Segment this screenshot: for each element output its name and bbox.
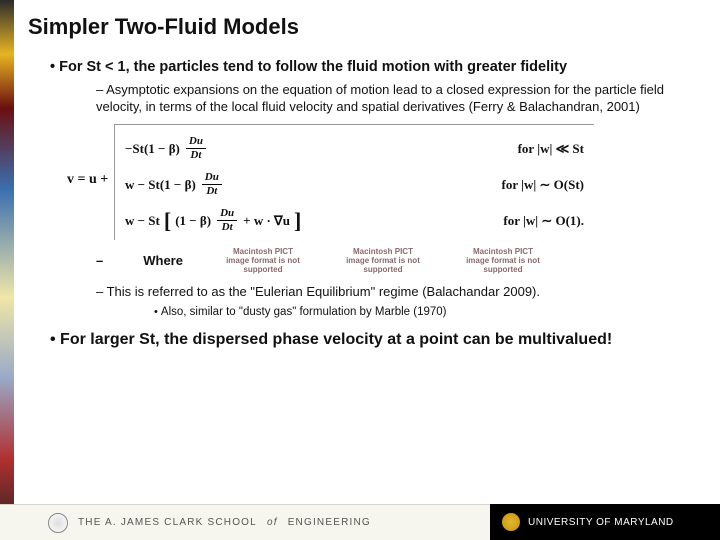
slide-footer: THE A. JAMES CLARK SCHOOL of ENGINEERING… — [0, 504, 720, 540]
where-row: – Where Macintosh PICT image format is n… — [96, 248, 704, 274]
eq3-lbracket: [ — [164, 207, 171, 235]
clark-text-pre: THE A. JAMES CLARK SCHOOL — [78, 517, 257, 528]
slide-title: Simpler Two-Fluid Models — [28, 14, 704, 40]
eq3-frac-den: Dt — [219, 221, 236, 235]
eq3-tail: + w · ∇u — [243, 213, 290, 229]
eq3-frac: Du Dt — [217, 207, 237, 236]
pict-placeholder-1: Macintosh PICT image format is not suppo… — [223, 248, 303, 274]
eq3-lhs-a: w − St — [125, 213, 160, 229]
eq1-frac: Du Dt — [186, 135, 206, 164]
bullet-list-level1: For St < 1, the particles tend to follow… — [28, 58, 704, 350]
equation-row-2: w − St(1 − β) Du Dt for |w| ∼ O(St) — [125, 167, 584, 203]
subbullet-2-text: This is referred to as the "Eulerian Equ… — [107, 284, 540, 299]
where-dash: – — [96, 253, 103, 269]
eq1-lhs-a: −St(1 − β) — [125, 141, 180, 157]
where-label: Where — [143, 253, 183, 269]
eq2-frac-den: Dt — [203, 185, 220, 199]
equation-block: −St(1 − β) Du Dt for |w| ≪ St w − St(1 −… — [114, 124, 594, 240]
clark-text-post: ENGINEERING — [288, 517, 371, 528]
eq3-rbracket: ] — [294, 207, 301, 235]
clark-text-of: of — [267, 517, 278, 528]
eq2-lhs-a: w − St(1 − β) — [125, 177, 196, 193]
eq2-frac: Du Dt — [202, 171, 222, 200]
umd-text: UNIVERSITY OF MARYLAND — [528, 517, 674, 528]
bullet-2: For larger St, the dispersed phase veloc… — [50, 330, 704, 350]
eq3-inner: (1 − β) — [175, 213, 211, 229]
side-decor-strip — [0, 0, 14, 540]
subbullet-1: Asymptotic expansions on the equation of… — [96, 82, 704, 116]
umd-globe-icon — [502, 513, 520, 531]
bullet-list-level2: Asymptotic expansions on the equation of… — [50, 82, 704, 116]
eq1-frac-den: Dt — [187, 149, 204, 163]
bullet-list-level2b: This is referred to as the "Eulerian Equ… — [50, 284, 704, 320]
eq1-rhs: for |w| ≪ St — [518, 141, 584, 157]
footer-clark-school: THE A. JAMES CLARK SCHOOL of ENGINEERING — [0, 504, 490, 540]
eq2-rhs: for |w| ∼ O(St) — [502, 177, 584, 193]
bullet-list-level3: Also, similar to "dusty gas" formulation… — [96, 305, 704, 320]
subsubbullet-1: Also, similar to "dusty gas" formulation… — [154, 305, 704, 320]
subbullet-2: This is referred to as the "Eulerian Equ… — [96, 284, 704, 320]
equation-row-3: w − St [ (1 − β) Du Dt + w · ∇u ] for |w… — [125, 203, 584, 239]
footer-umd: UNIVERSITY OF MARYLAND — [490, 504, 720, 540]
eq3-frac-num: Du — [217, 207, 237, 222]
bullet-1: For St < 1, the particles tend to follow… — [50, 58, 704, 320]
slide-content: Simpler Two-Fluid Models For St < 1, the… — [28, 14, 704, 494]
equation-row-1: −St(1 − β) Du Dt for |w| ≪ St — [125, 131, 584, 167]
pict-placeholder-3: Macintosh PICT image format is not suppo… — [463, 248, 543, 274]
eq3-rhs: for |w| ∼ O(1). — [503, 213, 584, 229]
bullet-1-text: For St < 1, the particles tend to follow… — [59, 59, 567, 75]
subsubbullet-1-text: Also, similar to "dusty gas" formulation… — [161, 306, 447, 318]
subbullet-1-text: Asymptotic expansions on the equation of… — [96, 82, 664, 114]
pict-placeholder-2: Macintosh PICT image format is not suppo… — [343, 248, 423, 274]
eq2-frac-num: Du — [202, 171, 222, 186]
eq1-frac-num: Du — [186, 135, 206, 150]
clark-seal-icon — [48, 513, 68, 533]
bullet-2-text: For larger St, the dispersed phase veloc… — [60, 331, 612, 348]
